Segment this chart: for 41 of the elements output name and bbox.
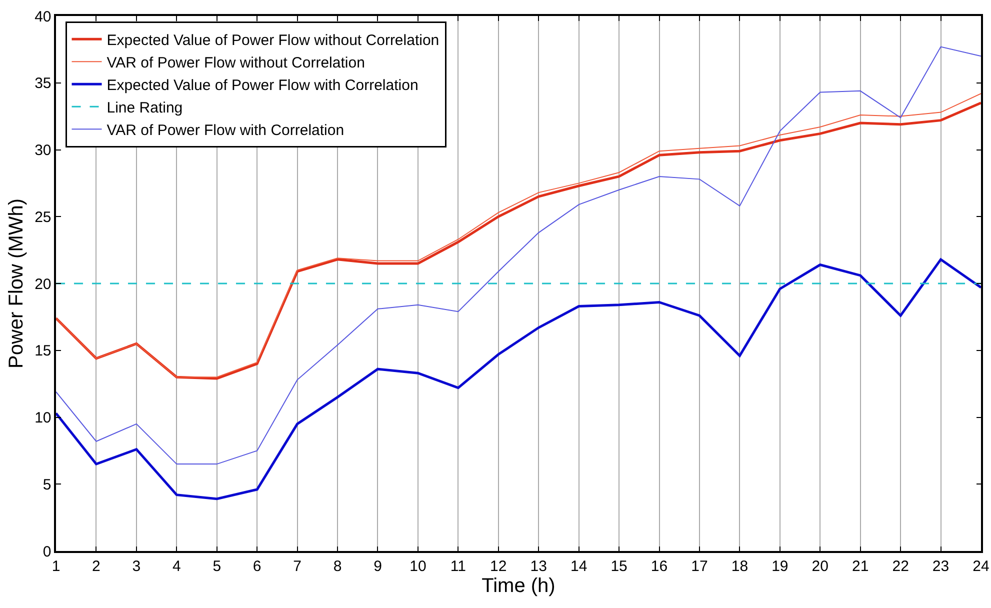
y-tick-label: 15 (34, 342, 52, 360)
x-tick-label: 14 (570, 558, 588, 575)
y-tick-label: 30 (34, 142, 52, 159)
y-tick-label: 0 (42, 543, 52, 560)
y-tick-label: 5 (42, 476, 52, 494)
x-tick-label: 12 (490, 558, 507, 575)
x-tick-label: 4 (172, 558, 181, 575)
x-tick-label: 7 (293, 558, 302, 575)
x-tick-label: 3 (132, 558, 141, 575)
x-tick-label: 16 (650, 558, 668, 575)
legend-label: Expected Value of Power Flow with Correlation (106, 76, 418, 94)
x-tick-label: 19 (772, 558, 788, 575)
x-tick-label: 22 (892, 558, 909, 575)
x-tick-label: 9 (374, 558, 382, 575)
y-tick-label: 35 (34, 75, 52, 92)
x-tick-label: 21 (852, 558, 869, 575)
x-tick-label: 6 (252, 558, 262, 575)
x-tick-label: 13 (530, 558, 547, 575)
legend-label: VAR of Power Flow with Correlation (106, 122, 344, 139)
x-tick-label: 5 (212, 558, 222, 575)
legend-label: Expected Value of Power Flow without Correlation (106, 32, 440, 49)
x-tick-label: 2 (92, 558, 100, 575)
x-tick-label: 11 (450, 558, 466, 575)
x-tick-label: 10 (410, 558, 426, 575)
y-axis-title: Power Flow (MWh) (6, 198, 28, 369)
legend-label: Line Rating (106, 99, 183, 116)
y-tick-label: 20 (34, 276, 52, 293)
y-tick-label: 25 (34, 208, 52, 226)
x-tick-label: 18 (731, 558, 748, 575)
y-tick-label: 10 (34, 410, 52, 426)
x-tick-label: 15 (610, 558, 628, 575)
legend-label: VAR of Power Flow without Correlation (106, 54, 365, 72)
x-tick-label: 20 (812, 558, 828, 575)
y-tick-label: 40 (34, 8, 52, 26)
x-tick-label: 24 (972, 558, 990, 575)
line-series (56, 258, 981, 500)
x-tick-label: 17 (691, 558, 708, 575)
x-axis-title: Time (h) (482, 574, 556, 597)
x-tick-label: 1 (52, 558, 60, 575)
x-tick-label: 8 (333, 558, 342, 575)
x-tick-label: 23 (932, 558, 950, 575)
